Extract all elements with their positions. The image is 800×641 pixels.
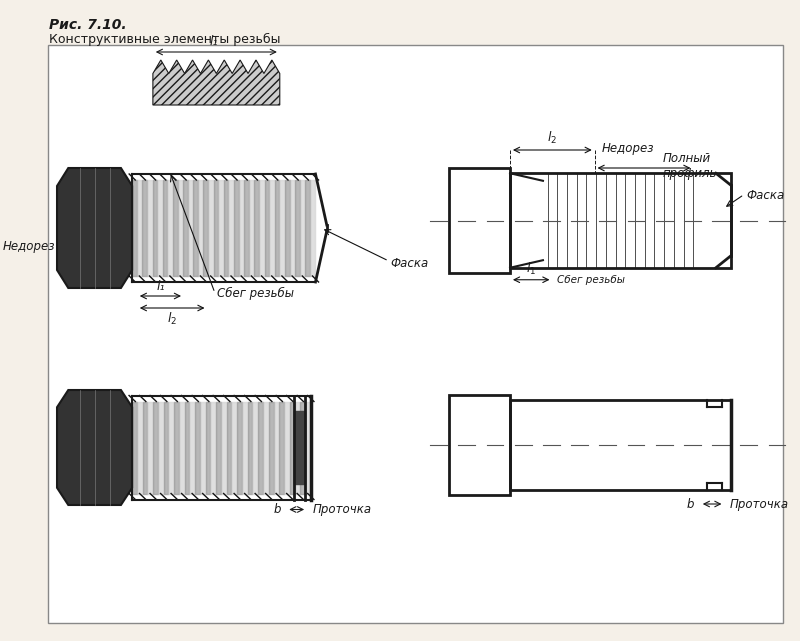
Text: $l_1$: $l_1$ <box>526 261 536 277</box>
Bar <box>510 400 731 490</box>
Text: l₁: l₁ <box>156 280 165 293</box>
Bar <box>449 395 510 495</box>
Bar <box>449 168 510 273</box>
Bar <box>510 173 731 268</box>
Text: $l_2$: $l_2$ <box>167 311 177 327</box>
Text: b: b <box>686 497 694 510</box>
Text: Недорез: Недорез <box>2 240 55 253</box>
Text: Конструктивные элементы резьбы: Конструктивные элементы резьбы <box>50 33 281 46</box>
Text: Полный
профиль: Полный профиль <box>662 152 717 180</box>
Text: b: b <box>274 503 281 516</box>
Polygon shape <box>57 390 132 505</box>
Text: Проточка: Проточка <box>313 503 372 516</box>
Text: $l_2$: $l_2$ <box>547 130 558 146</box>
Polygon shape <box>153 60 280 105</box>
Text: Сбег резьбы: Сбег резьбы <box>557 275 625 285</box>
Text: Недорез: Недорез <box>602 142 654 154</box>
Text: Рис. 7.10.: Рис. 7.10. <box>50 18 127 32</box>
FancyBboxPatch shape <box>48 45 782 623</box>
Text: l₁: l₁ <box>210 35 218 48</box>
Text: Фаска: Фаска <box>390 256 429 269</box>
Text: Сбег резьбы: Сбег резьбы <box>217 287 294 299</box>
Text: Проточка: Проточка <box>730 497 789 510</box>
Text: Фаска: Фаска <box>746 189 784 202</box>
Polygon shape <box>57 168 132 288</box>
